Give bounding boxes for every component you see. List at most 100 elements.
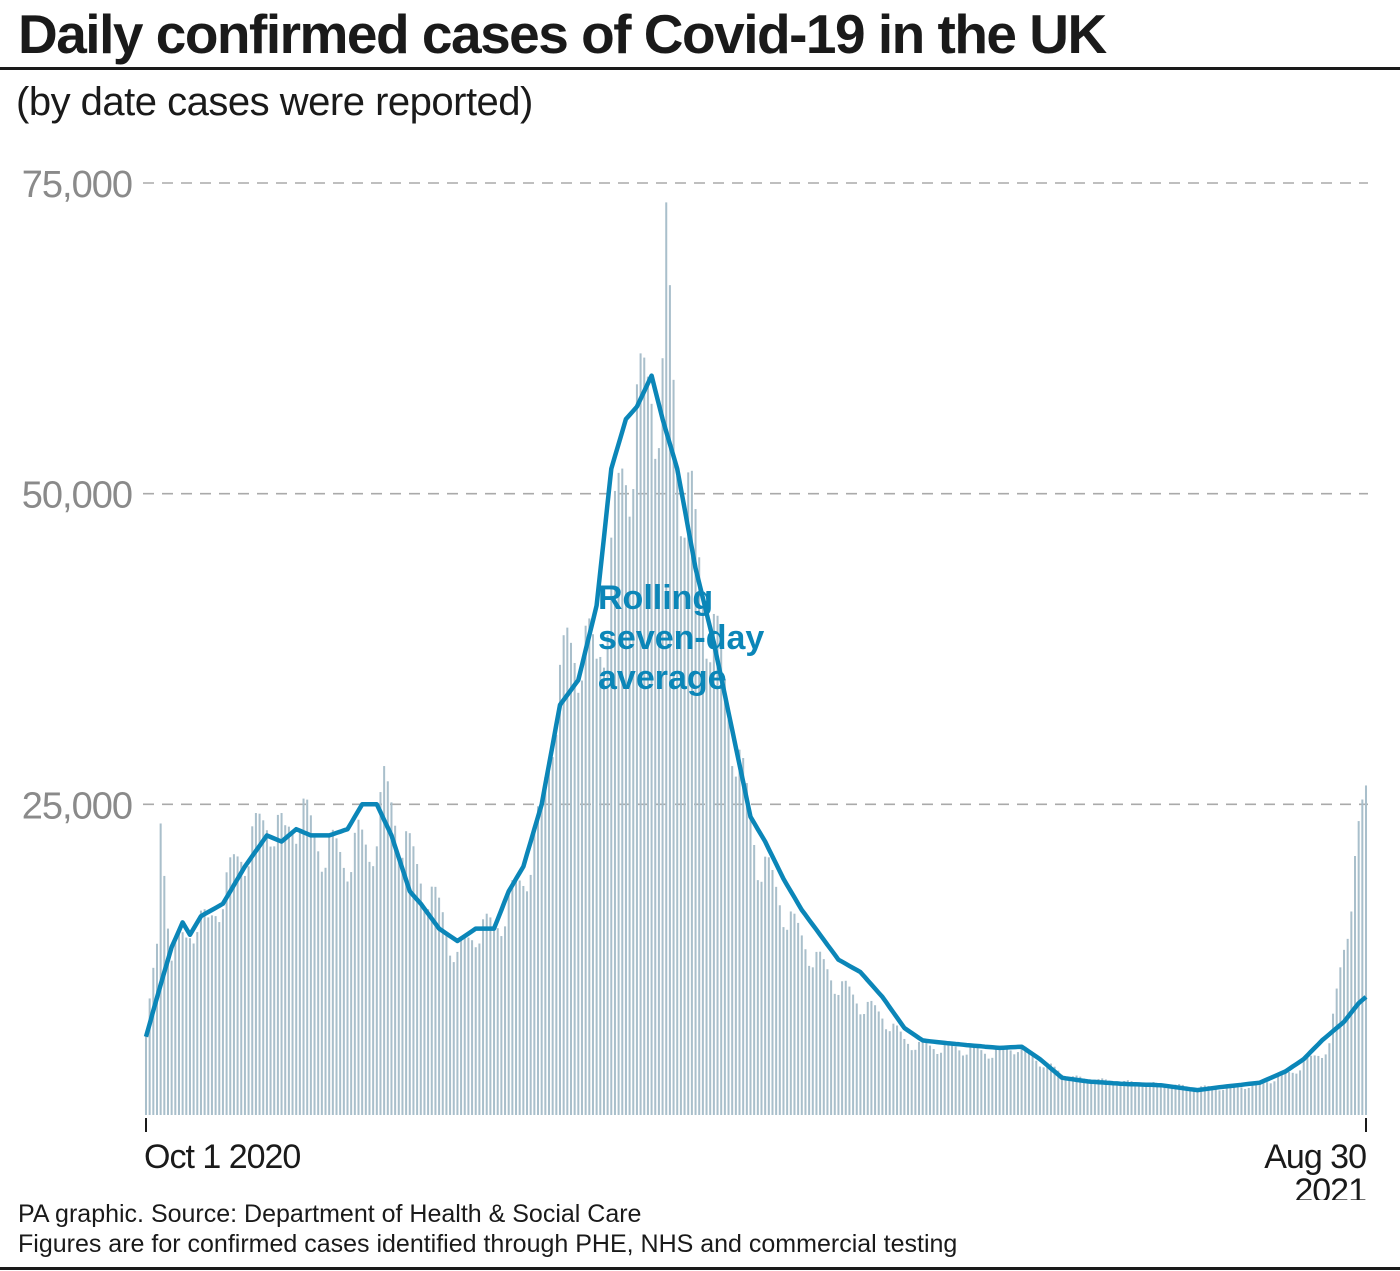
- daily-bar: [885, 1029, 888, 1115]
- daily-bar: [295, 843, 298, 1115]
- daily-bar: [1148, 1082, 1151, 1115]
- daily-bar: [826, 969, 829, 1115]
- daily-bar: [1200, 1086, 1203, 1115]
- daily-bar: [580, 680, 583, 1115]
- daily-bar: [544, 776, 547, 1115]
- daily-bar: [1306, 1057, 1309, 1115]
- daily-bar: [1104, 1079, 1107, 1115]
- daily-bar: [705, 658, 708, 1115]
- daily-bar: [753, 844, 756, 1115]
- daily-bar: [588, 618, 591, 1115]
- daily-bar: [1317, 1055, 1320, 1115]
- series-annotation: average: [598, 659, 727, 697]
- daily-bar: [998, 1045, 1001, 1115]
- daily-bar: [558, 664, 562, 1115]
- daily-bar: [961, 1055, 965, 1115]
- daily-bar: [668, 285, 671, 1115]
- daily-bar: [844, 980, 847, 1115]
- daily-bar: [199, 910, 202, 1115]
- daily-bar: [1046, 1062, 1049, 1115]
- daily-bar: [690, 470, 693, 1115]
- daily-bar: [804, 949, 807, 1115]
- daily-bar: [837, 994, 840, 1115]
- daily-bar: [478, 943, 481, 1115]
- daily-bar: [1247, 1087, 1250, 1115]
- daily-bar: [449, 955, 452, 1115]
- daily-bar: [800, 935, 803, 1115]
- daily-bar: [1277, 1075, 1280, 1115]
- daily-bar: [342, 867, 345, 1115]
- daily-bar: [1280, 1072, 1283, 1115]
- daily-bar: [328, 834, 331, 1115]
- daily-bar: [852, 994, 855, 1115]
- daily-bar: [1332, 1013, 1335, 1115]
- daily-bar: [313, 836, 316, 1115]
- gridlines: [143, 182, 1368, 806]
- daily-bar: [368, 861, 371, 1115]
- daily-bar: [1361, 799, 1364, 1115]
- daily-bar: [1273, 1081, 1276, 1115]
- daily-bar: [445, 932, 448, 1115]
- daily-bar: [1167, 1088, 1170, 1115]
- daily-bar: [262, 820, 265, 1115]
- x-tick-label: 2021: [1294, 1172, 1366, 1200]
- daily-bar: [1174, 1084, 1177, 1115]
- daily-bar: [683, 537, 686, 1115]
- daily-bar: [434, 886, 437, 1115]
- daily-bar: [1038, 1066, 1041, 1115]
- daily-bar: [815, 951, 818, 1115]
- daily-bar: [452, 962, 455, 1115]
- daily-bar: [1115, 1085, 1118, 1115]
- daily-bar: [511, 880, 514, 1115]
- bottom-rule: [0, 1267, 1400, 1270]
- daily-bar: [529, 874, 532, 1115]
- daily-bar: [1112, 1082, 1115, 1115]
- daily-bar: [1225, 1086, 1228, 1115]
- daily-bar: [170, 960, 173, 1115]
- daily-bar: [764, 856, 767, 1115]
- daily-bar: [1145, 1086, 1148, 1115]
- daily-bar: [298, 829, 301, 1115]
- daily-bar: [335, 838, 338, 1115]
- daily-bar: [778, 905, 781, 1115]
- daily-bar: [1240, 1087, 1243, 1115]
- daily-bar: [155, 943, 158, 1115]
- daily-bar: [1196, 1089, 1199, 1115]
- daily-bar: [628, 516, 631, 1115]
- daily-bar: [394, 825, 397, 1115]
- daily-bar: [441, 912, 444, 1115]
- daily-bar: [1097, 1078, 1100, 1115]
- daily-bar: [188, 938, 191, 1115]
- daily-bar: [522, 885, 525, 1115]
- daily-bar: [1269, 1083, 1272, 1115]
- daily-bar: [1310, 1055, 1313, 1115]
- daily-bar: [504, 926, 507, 1115]
- daily-bar: [482, 919, 485, 1115]
- daily-bar: [731, 766, 734, 1115]
- daily-bar: [467, 937, 470, 1115]
- daily-bar: [606, 634, 609, 1115]
- daily-bar: [1321, 1057, 1324, 1115]
- daily-bar: [291, 831, 294, 1115]
- daily-bar: [1251, 1083, 1254, 1115]
- daily-bar: [562, 635, 565, 1115]
- daily-bar: [221, 909, 224, 1115]
- daily-bar: [613, 490, 616, 1115]
- y-tick-label: 25,000: [22, 785, 132, 827]
- daily-bar: [1130, 1081, 1133, 1115]
- daily-bar: [1266, 1082, 1269, 1115]
- daily-bar: [1207, 1086, 1210, 1115]
- daily-bar: [866, 1001, 869, 1115]
- daily-bar: [1075, 1075, 1078, 1115]
- daily-bar: [496, 928, 499, 1115]
- daily-bar: [243, 875, 246, 1115]
- daily-bar: [1126, 1080, 1129, 1115]
- daily-bar: [738, 749, 741, 1115]
- daily-bar: [643, 357, 646, 1115]
- daily-bar: [932, 1049, 935, 1115]
- daily-bar: [1093, 1083, 1096, 1115]
- daily-bar: [1049, 1063, 1052, 1115]
- daily-bar: [950, 1043, 954, 1115]
- daily-bar: [203, 909, 206, 1115]
- daily-bar: [661, 358, 664, 1115]
